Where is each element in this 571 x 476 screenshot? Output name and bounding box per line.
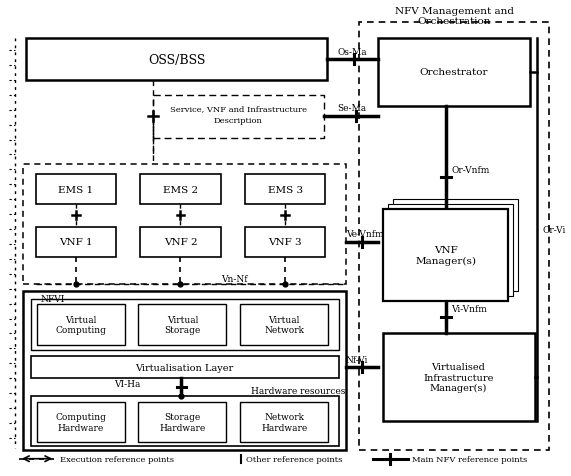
Text: Nf-Vi: Nf-Vi — [346, 355, 368, 364]
Bar — [23, 165, 346, 284]
Text: Vn-Nf: Vn-Nf — [222, 275, 248, 284]
Bar — [140, 228, 220, 258]
Text: Virtual
Storage: Virtual Storage — [164, 315, 200, 335]
Bar — [240, 402, 328, 442]
Text: VNF 1: VNF 1 — [59, 238, 93, 247]
Text: OSS/BSS: OSS/BSS — [148, 53, 205, 67]
Text: Or-Vnfm: Or-Vnfm — [452, 166, 490, 175]
Text: Computing
Hardware: Computing Hardware — [55, 412, 106, 432]
Text: Hardware resources: Hardware resources — [251, 386, 345, 395]
Bar — [245, 175, 325, 205]
Bar — [138, 304, 227, 346]
Text: NFVI: NFVI — [41, 295, 65, 304]
Bar — [35, 175, 116, 205]
Text: EMS 3: EMS 3 — [268, 185, 303, 194]
Text: EMS 2: EMS 2 — [163, 185, 198, 194]
Bar — [383, 334, 535, 421]
Text: VNF 3: VNF 3 — [268, 238, 302, 247]
Bar — [37, 304, 124, 346]
Text: Ve-Vnfm: Ve-Vnfm — [346, 229, 384, 238]
Bar — [26, 39, 327, 81]
Text: Orchestration: Orchestration — [418, 17, 491, 26]
Bar — [153, 96, 324, 139]
Text: Description: Description — [214, 117, 263, 124]
Text: Main NFV reference points: Main NFV reference points — [412, 455, 528, 463]
Text: Execution reference points: Execution reference points — [60, 455, 174, 463]
Text: Os-Ma: Os-Ma — [337, 48, 367, 57]
Bar — [35, 228, 116, 258]
Bar — [31, 396, 339, 446]
Bar — [383, 210, 508, 301]
Text: Network
Hardware: Network Hardware — [261, 412, 307, 432]
Bar — [378, 39, 530, 107]
Text: EMS 1: EMS 1 — [58, 185, 93, 194]
Text: Virtualisation Layer: Virtualisation Layer — [135, 363, 234, 372]
Text: Virtual
Network: Virtual Network — [264, 315, 304, 335]
Bar — [23, 291, 346, 450]
Text: Other reference points: Other reference points — [246, 455, 343, 463]
Bar — [138, 402, 227, 442]
Text: Service, VNF and Infrastructure: Service, VNF and Infrastructure — [170, 105, 307, 112]
Bar — [388, 205, 513, 296]
Bar — [31, 299, 339, 351]
Text: Orchestrator: Orchestrator — [419, 69, 488, 77]
Bar — [37, 402, 124, 442]
Text: Vi-Vnfm: Vi-Vnfm — [452, 305, 488, 313]
Text: Virtualised
Infrastructure
Manager(s): Virtualised Infrastructure Manager(s) — [423, 362, 493, 392]
Bar — [31, 357, 339, 378]
Text: VNF
Manager(s): VNF Manager(s) — [415, 246, 476, 265]
Bar — [393, 200, 518, 291]
Bar — [359, 23, 549, 450]
Text: VI-Ha: VI-Ha — [114, 379, 140, 388]
Text: NFV Management and: NFV Management and — [395, 7, 514, 16]
Text: Virtual
Computing: Virtual Computing — [55, 315, 106, 335]
Text: Se-Ma: Se-Ma — [337, 104, 366, 113]
Text: Storage
Hardware: Storage Hardware — [159, 412, 206, 432]
Text: VNF 2: VNF 2 — [164, 238, 198, 247]
Bar — [240, 304, 328, 346]
Text: Or-Vi: Or-Vi — [542, 225, 566, 234]
Bar — [245, 228, 325, 258]
Bar — [140, 175, 220, 205]
